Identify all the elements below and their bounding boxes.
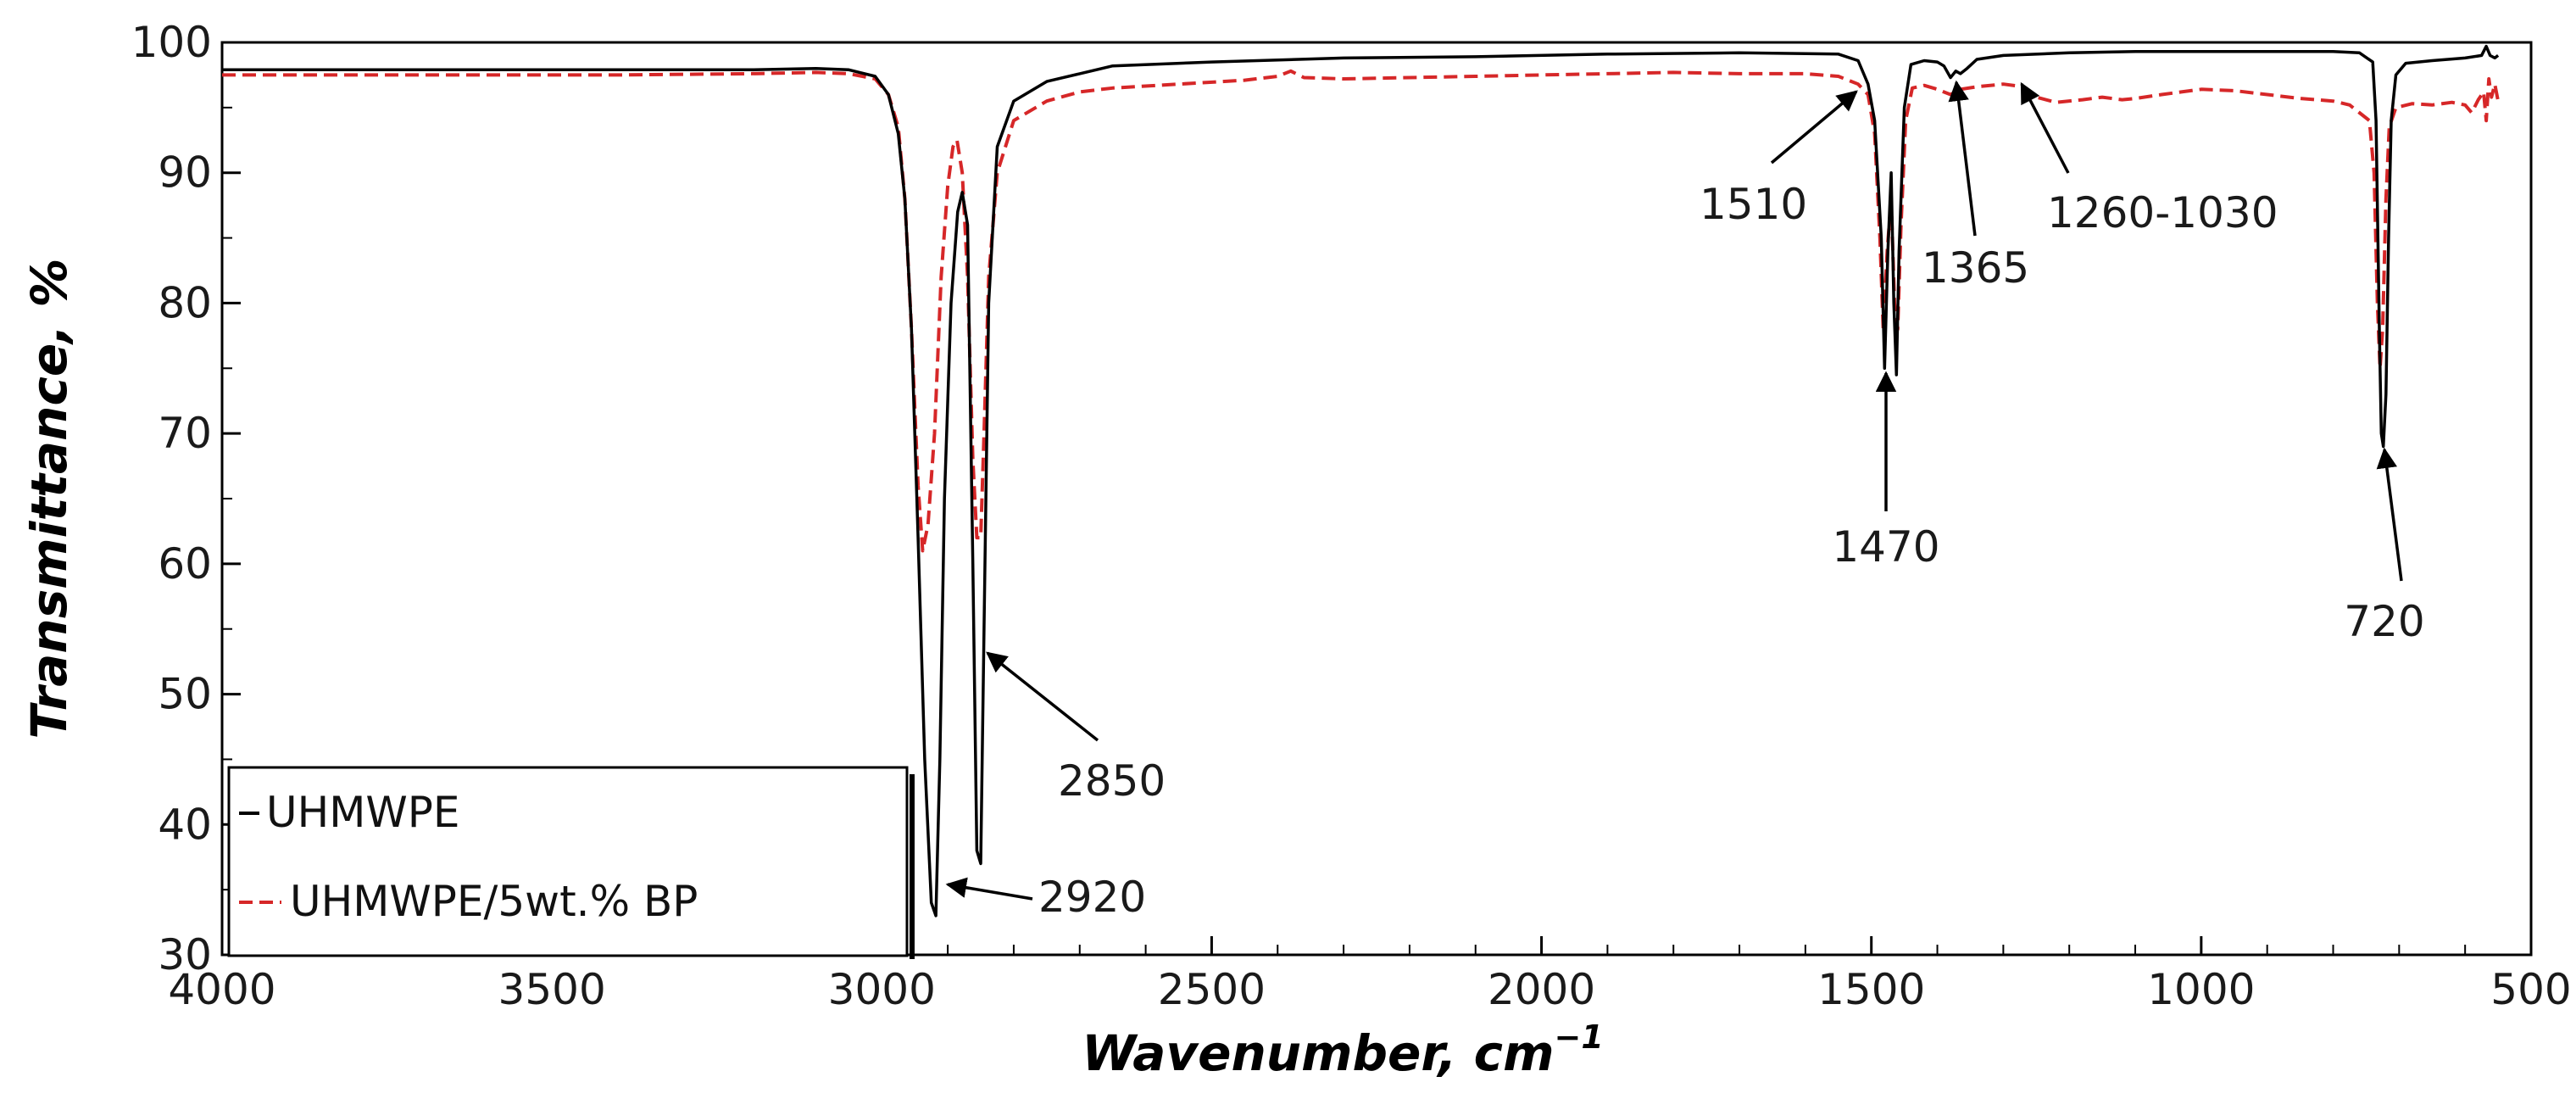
y-tick-label: 100 xyxy=(131,18,212,67)
annotation-label: 720 xyxy=(2344,597,2424,646)
annotation-label: 2920 xyxy=(1038,873,1146,922)
y-axis-title: Transmittance, % xyxy=(20,258,78,739)
axes-layer: 4000 3500 3000 2500 2000 1500 1000 500 30 40 50 60 7… xyxy=(131,18,2572,1014)
x-axis-title-text: Wavenumber, cm xyxy=(1082,1024,1554,1082)
x-tick-label: 1000 xyxy=(2147,965,2255,1014)
annotation-arrow xyxy=(1770,90,1858,165)
annotation-label: 1365 xyxy=(1922,243,2029,293)
x-tick-label: 500 xyxy=(2490,965,2571,1014)
annotation-label: 1470 xyxy=(1832,522,1939,572)
x-tick-label: 3000 xyxy=(828,965,936,1014)
y-tick-label: 70 xyxy=(158,409,212,458)
annotation-arrow xyxy=(986,651,1099,742)
x-tick-label: 2000 xyxy=(1488,965,1595,1014)
y-tick-label: 80 xyxy=(158,278,212,327)
x-axis-title: Wavenumber, cm−1 xyxy=(1082,1018,1604,1082)
annotation-arrow xyxy=(2020,81,2070,174)
y-tick-label: 30 xyxy=(158,930,212,979)
x-tick-label: 2500 xyxy=(1158,965,1266,1014)
legend: UHMWPE UHMWPE/5wt.% BP xyxy=(227,766,915,959)
y-tick-label: 50 xyxy=(158,670,212,719)
annotation-arrow xyxy=(945,877,1033,901)
x-axis-title-superscript: −1 xyxy=(1555,1018,1604,1056)
annotation-arrow xyxy=(2376,447,2403,582)
axis-titles: Wavenumber, cm−1 Transmittance, % xyxy=(20,258,1604,1082)
series-layer xyxy=(222,44,2501,918)
annotation-label: 1510 xyxy=(1700,180,1807,229)
annotation-label: 2850 xyxy=(1058,756,1166,806)
annotation-label: 1260-1030 xyxy=(2047,188,2278,237)
annotation-arrow xyxy=(1948,80,1977,237)
annotation-layer: 2920 2850 1510 1470 1365 1260-1030 720 xyxy=(945,80,2425,922)
x-tick-label: 1500 xyxy=(1817,965,1925,1014)
y-tick-label: 40 xyxy=(158,800,212,849)
series-line-0 xyxy=(222,44,2500,918)
legend-label: UHMWPE/5wt.% BP xyxy=(290,877,698,926)
x-tick-label: 4000 xyxy=(168,965,275,1014)
legend-box xyxy=(227,766,909,957)
legend-label: UHMWPE xyxy=(266,788,460,837)
y-tick-label: 60 xyxy=(158,539,212,589)
x-tick-label: 3500 xyxy=(498,965,606,1014)
y-tick-label: 90 xyxy=(158,148,212,198)
